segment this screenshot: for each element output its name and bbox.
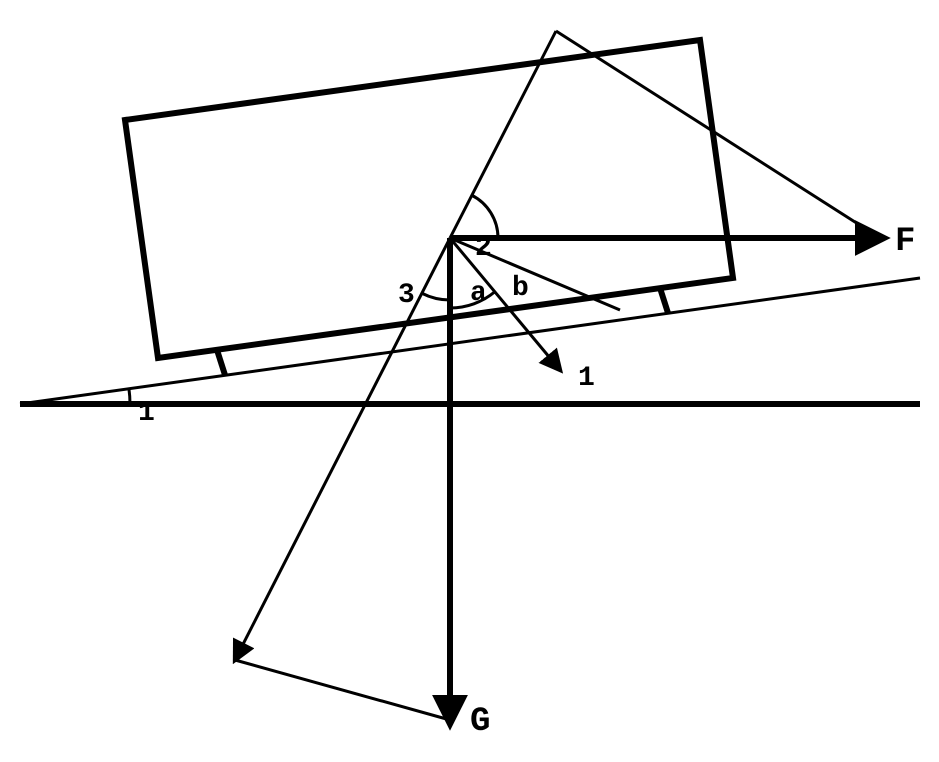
- label-angle-2: 2: [475, 233, 492, 264]
- label-angle-3: 3: [398, 280, 415, 311]
- label-a: a: [470, 278, 487, 309]
- label-vector-1: 1: [578, 363, 595, 394]
- label-incline-angle-1: 1: [138, 398, 155, 429]
- block-rect: [125, 40, 733, 358]
- construction-line-diag: [235, 238, 450, 660]
- support-leg-right: [660, 288, 668, 313]
- support-leg-left: [217, 350, 225, 375]
- angle-2-arc: [472, 195, 498, 238]
- construction-line-top: [450, 31, 556, 238]
- label-f: F: [895, 223, 915, 261]
- angle-3-arc: [422, 293, 450, 300]
- label-g: G: [470, 703, 490, 741]
- construction-line-low: [235, 660, 450, 720]
- label-b: b: [512, 273, 529, 304]
- construction-line-right: [556, 31, 880, 238]
- incline-angle-arc: [129, 389, 130, 404]
- physics-diagram: F G 1 2 3 a b 1: [0, 0, 939, 762]
